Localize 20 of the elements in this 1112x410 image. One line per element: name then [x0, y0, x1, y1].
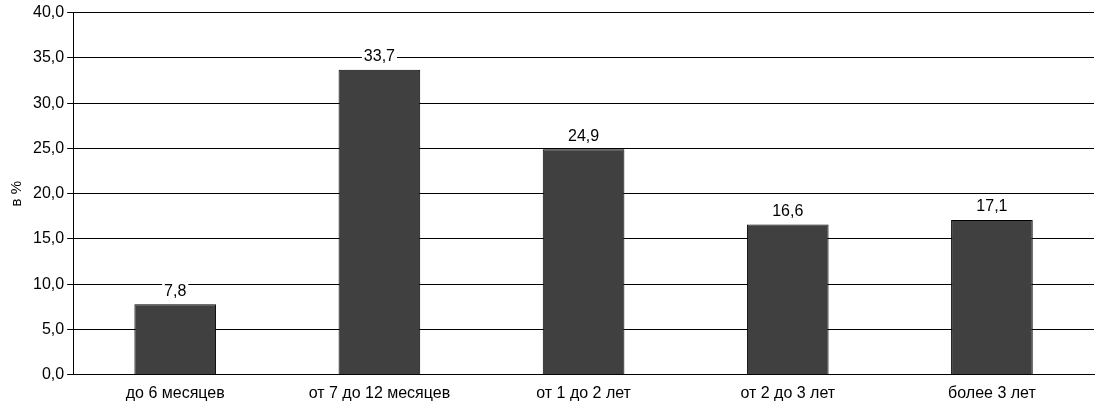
y-axis-title: в % — [7, 180, 25, 207]
y-tick-label: 35,0 — [33, 48, 65, 66]
y-tick-label: 25,0 — [33, 138, 65, 156]
x-tick-label: до 6 месяцев — [125, 383, 225, 401]
data-label: 7,8 — [164, 281, 187, 299]
y-tick-label: 10,0 — [33, 274, 65, 292]
y-tick-label: 30,0 — [33, 93, 65, 111]
y-tick-label: 15,0 — [33, 229, 65, 247]
data-label: 17,1 — [976, 197, 1008, 215]
x-tick-label: более 3 лет — [948, 383, 1037, 401]
y-tick-label: 40,0 — [33, 3, 65, 21]
data-label: 16,6 — [772, 201, 804, 219]
y-tick-label: 20,0 — [33, 184, 65, 202]
data-label: 24,9 — [568, 126, 600, 144]
y-tick-label: 0,0 — [41, 365, 65, 383]
x-tick-label: от 7 до 12 месяцев — [308, 383, 451, 401]
x-tick-label: от 1 до 2 лет — [536, 383, 632, 401]
data-label: 33,7 — [363, 47, 396, 65]
y-tick-label: 5,0 — [41, 319, 65, 337]
x-tick-label: от 2 до 3 лет — [740, 383, 836, 401]
